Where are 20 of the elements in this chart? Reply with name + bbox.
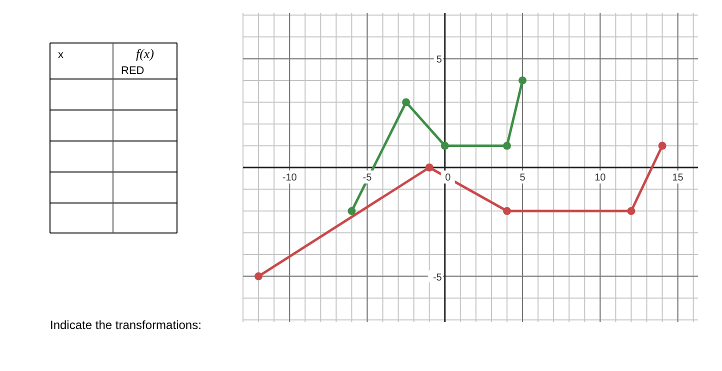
- text: f(x): [136, 46, 154, 61]
- point: [425, 164, 434, 172]
- x-tick-label: -10: [282, 172, 298, 184]
- x-tick-label: 0: [445, 172, 452, 184]
- point: [254, 272, 263, 280]
- x-tick-label: 5: [520, 172, 526, 184]
- text: RED: [121, 65, 144, 77]
- point: [518, 76, 527, 84]
- text: Indicate the transformations:: [50, 318, 202, 332]
- point: [440, 142, 449, 150]
- text: x: [58, 49, 64, 61]
- point: [502, 142, 511, 150]
- x-tick-label: 10: [594, 172, 606, 184]
- point: [348, 207, 356, 216]
- point: [627, 207, 636, 216]
- x-tick-label: -5: [362, 172, 372, 184]
- point: [402, 98, 410, 106]
- point: [502, 207, 511, 216]
- x-tick-label: 15: [672, 172, 684, 184]
- point: [658, 142, 666, 150]
